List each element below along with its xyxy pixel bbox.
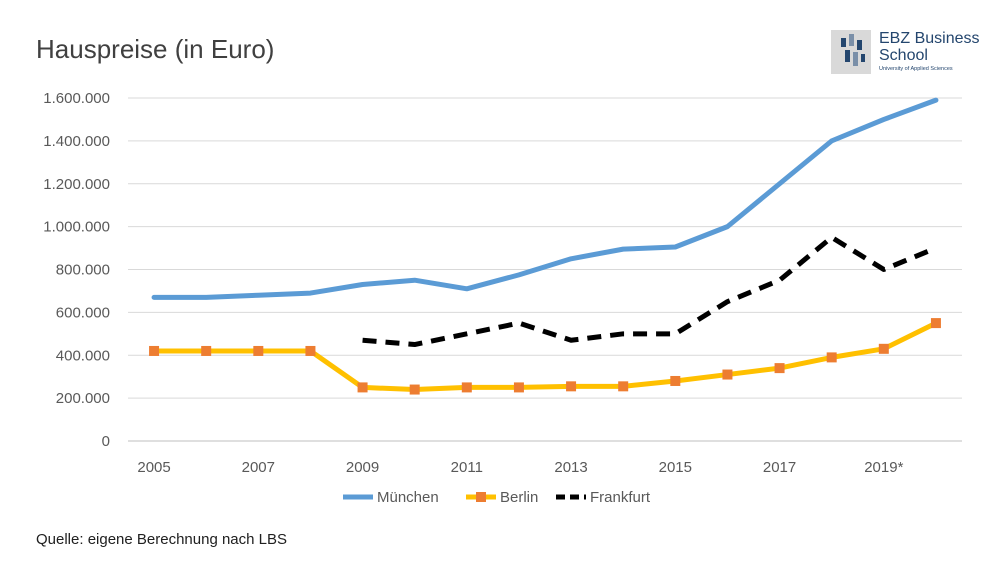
data-point [930, 318, 941, 329]
data-point [201, 345, 212, 356]
source-note: Quelle: eigene Berechnung nach LBS [36, 531, 288, 548]
legend-label: München [377, 489, 439, 506]
x-axis-ticks: 2005 2007 2009 2011 2013 2015 2017 2019* [137, 459, 903, 476]
series-line [151, 320, 939, 393]
logo-subtitle: University of Applied Sciences [879, 66, 953, 72]
y-tick-label: 400.000 [56, 347, 110, 364]
x-tick-label: 2009 [346, 459, 379, 476]
x-tick-label: 2013 [554, 459, 587, 476]
y-tick-label: 200.000 [56, 390, 110, 407]
data-point [670, 375, 681, 386]
legend-marker [476, 492, 486, 502]
y-tick-label: 600.000 [56, 304, 110, 321]
data-point [566, 381, 577, 392]
y-tick-label: 0 [102, 433, 110, 450]
chart-title: Hauspreise (in Euro) [36, 34, 275, 64]
data-point [513, 382, 524, 393]
x-tick-label: 2007 [242, 459, 275, 476]
y-tick-label: 800.000 [56, 262, 110, 279]
x-tick-label: 2019* [864, 459, 903, 476]
data-point [305, 345, 316, 356]
series-lines [149, 97, 941, 395]
logo-name: EBZ Business School [879, 30, 980, 64]
x-tick-label: 2011 [451, 459, 483, 476]
y-tick-label: 1.000.000 [43, 219, 110, 236]
data-point [409, 384, 420, 395]
data-point [774, 363, 785, 374]
data-point [618, 381, 629, 392]
grid-lines [128, 97, 962, 442]
x-tick-label: 2005 [137, 459, 170, 476]
x-tick-label: 2017 [763, 459, 796, 476]
data-point [253, 345, 264, 356]
y-tick-label: 1.200.000 [43, 176, 110, 193]
data-point [722, 369, 733, 380]
ebz-logo-mark-icon [831, 30, 871, 74]
ebz-logo: EBZ Business School University of Applie… [831, 30, 991, 76]
x-tick-label: 2015 [659, 459, 692, 476]
data-point [826, 352, 837, 363]
legend: München Berlin Frankfurt [343, 489, 651, 506]
legend-label: Berlin [500, 489, 538, 506]
data-point [149, 345, 160, 356]
legend-item-berlin: Berlin [466, 489, 538, 506]
series-line [362, 234, 937, 348]
y-tick-label: 1.600.000 [43, 90, 110, 107]
legend-item-münchen: München [343, 489, 439, 506]
y-axis-ticks: 0 200.000 400.000 600.000 800.000 1.000.000 1.… [43, 90, 110, 450]
data-point [357, 382, 368, 393]
series-berlin [149, 318, 941, 395]
data-point [461, 382, 472, 393]
data-point [878, 343, 889, 354]
legend-label: Frankfurt [590, 489, 651, 506]
series-frankfurt [362, 234, 937, 348]
series-line [151, 97, 939, 300]
series-münchen [151, 97, 939, 300]
legend-item-frankfurt: Frankfurt [556, 489, 651, 506]
y-tick-label: 1.400.000 [43, 133, 110, 150]
